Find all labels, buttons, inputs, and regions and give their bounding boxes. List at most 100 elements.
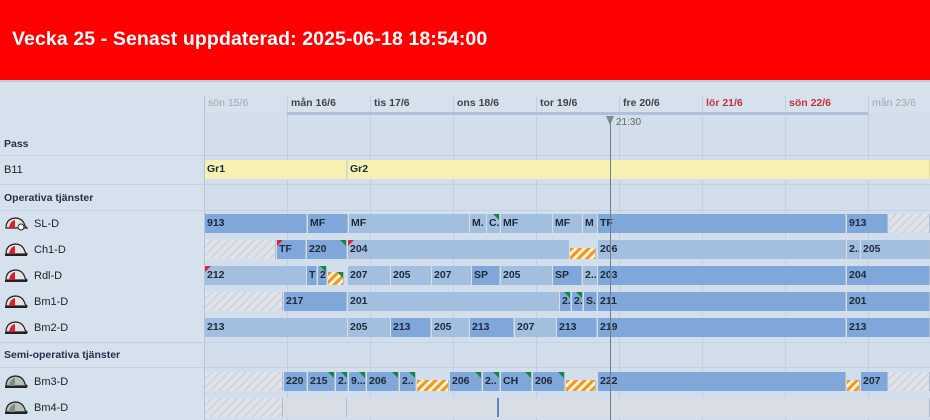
shift-bar[interactable]: 205: [391, 266, 431, 285]
shift-bar[interactable]: 2..: [483, 372, 500, 391]
shift-bar[interactable]: 206: [367, 372, 399, 391]
conflict-marker: [328, 272, 344, 285]
shift-bar[interactable]: 207: [348, 266, 390, 285]
unassigned-slot: [205, 372, 283, 391]
shift-bar[interactable]: 219: [598, 318, 846, 337]
shift-bar[interactable]: 205: [348, 318, 390, 337]
shift-bar[interactable]: SP: [553, 266, 582, 285]
shift-bar[interactable]: CH: [501, 372, 532, 391]
conflict-marker: [847, 380, 860, 391]
now-label: 21:30: [616, 117, 642, 128]
grey-helmet-icon: [5, 375, 28, 388]
shift-bar[interactable]: MF: [349, 214, 469, 233]
red-helmet-icon: [5, 321, 28, 334]
shift-bar[interactable]: 2: [318, 266, 327, 285]
shift-bar[interactable]: MF: [308, 214, 348, 233]
green-flag-icon: [558, 372, 564, 378]
day-header: ons 18/6: [457, 97, 500, 109]
shift-bar[interactable]: TF: [598, 214, 846, 233]
shift-bar[interactable]: Gr2: [348, 160, 930, 179]
shift-bar[interactable]: S..: [584, 292, 597, 311]
week-range-bar: [287, 112, 868, 115]
shift-bar[interactable]: 212: [205, 266, 306, 285]
row-divider: [0, 155, 930, 156]
shift-bar[interactable]: TF: [277, 240, 306, 259]
shift-bar[interactable]: 222: [598, 372, 846, 391]
shift-bar[interactable]: 220: [284, 372, 307, 391]
shift-bar[interactable]: 2..: [336, 372, 348, 391]
shift-bar[interactable]: M: [583, 214, 597, 233]
row-divider: [0, 367, 930, 368]
red-helmet-icon: [5, 217, 28, 231]
shift-bar[interactable]: 206: [450, 372, 482, 391]
row-label-bm1-d: Bm1-D: [34, 296, 69, 308]
shift-bar[interactable]: 213: [470, 318, 514, 337]
shift-bar[interactable]: 207: [861, 372, 888, 391]
unassigned-slot: [889, 214, 930, 233]
shift-bar[interactable]: 213: [847, 318, 930, 337]
shift-bar[interactable]: T: [307, 266, 317, 285]
shift-bar[interactable]: 2.: [572, 292, 583, 311]
section-pass: Pass: [4, 138, 29, 150]
shift-bar[interactable]: 2..: [847, 240, 860, 259]
header-divider: [0, 80, 930, 82]
day-header: sön 15/6: [208, 97, 249, 109]
marker-line: [497, 398, 499, 417]
green-flag-icon: [493, 372, 499, 378]
row-label-bm2-d: Bm2-D: [34, 322, 69, 334]
shift-bar[interactable]: 204: [847, 266, 930, 285]
page-header: Vecka 25 - Senast uppdaterad: 2025-06-18…: [0, 0, 930, 80]
shift-bar[interactable]: 203: [598, 266, 846, 285]
current-time-line: [610, 120, 611, 420]
green-flag-icon: [576, 292, 582, 298]
row-label-b11: B11: [4, 164, 23, 176]
row-label-rdl-d: Rdl-D: [34, 270, 63, 282]
green-flag-icon: [337, 272, 343, 278]
shift-bar[interactable]: 913: [847, 214, 888, 233]
shift-bar[interactable]: 206: [598, 240, 846, 259]
green-flag-icon: [525, 372, 531, 378]
shift-bar[interactable]: 201: [348, 292, 559, 311]
shift-bar[interactable]: 2..: [400, 372, 416, 391]
green-flag-icon: [328, 372, 334, 378]
shift-bar[interactable]: 205: [501, 266, 552, 285]
shift-bar[interactable]: 205: [432, 318, 469, 337]
shift-bar[interactable]: SP: [472, 266, 500, 285]
shift-bar[interactable]: C.: [487, 214, 500, 233]
shift-bar[interactable]: 213: [205, 318, 347, 337]
day-header: mån 23/6: [872, 97, 916, 109]
green-flag-icon: [340, 240, 346, 246]
shift-bar[interactable]: 9...: [349, 372, 366, 391]
red-flag-icon: [277, 240, 283, 246]
shift-bar[interactable]: 207: [432, 266, 471, 285]
shift-bar[interactable]: 206: [533, 372, 565, 391]
shift-bar[interactable]: 211: [598, 292, 846, 311]
day-header: mån 16/6: [291, 97, 336, 109]
shift-bar[interactable]: MF: [501, 214, 552, 233]
shift-bar[interactable]: 2..: [583, 266, 597, 285]
grey-helmet-icon: [5, 401, 28, 414]
empty-slot: [348, 398, 930, 417]
grid-line: [204, 96, 205, 420]
shift-bar[interactable]: 205: [861, 240, 930, 259]
shift-bar[interactable]: 204: [348, 240, 569, 259]
shift-bar[interactable]: 220: [307, 240, 347, 259]
shift-bar[interactable]: Gr1: [205, 160, 347, 179]
shift-bar[interactable]: 217: [284, 292, 347, 311]
day-header: lör 21/6: [706, 97, 743, 109]
green-flag-icon: [359, 372, 365, 378]
shift-bar[interactable]: MF: [553, 214, 582, 233]
shift-bar[interactable]: 215: [308, 372, 335, 391]
green-flag-icon: [409, 372, 415, 378]
shift-bar[interactable]: 913: [205, 214, 307, 233]
green-flag-icon: [493, 214, 499, 220]
shift-bar[interactable]: 201: [847, 292, 930, 311]
shift-bar[interactable]: M.: [470, 214, 486, 233]
shift-bar[interactable]: 2.: [560, 292, 571, 311]
row-label-sl-d: SL-D: [34, 218, 60, 230]
shift-bar[interactable]: 213: [557, 318, 597, 337]
shift-bar[interactable]: 207: [515, 318, 556, 337]
shift-bar[interactable]: 213: [391, 318, 431, 337]
row-label-bm3-d: Bm3-D: [34, 376, 69, 388]
